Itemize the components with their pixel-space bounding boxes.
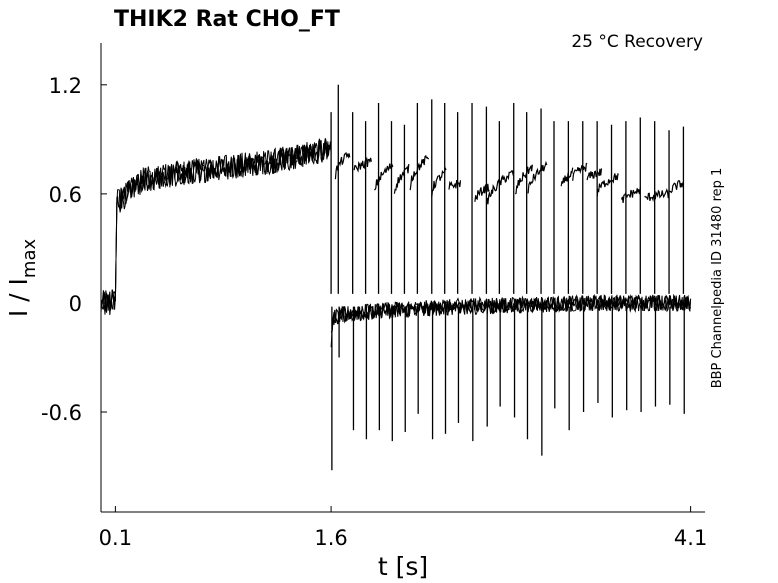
y-tick-label: 1.2: [49, 74, 82, 98]
y-axis-label: I / Imax: [4, 239, 40, 318]
recovery-segment: [668, 179, 684, 194]
plot-area: [100, 84, 692, 471]
recovery-segment: [586, 168, 603, 181]
series-trace: [100, 138, 332, 316]
recovery-segment: [527, 160, 548, 194]
recovery-segment: [514, 164, 533, 195]
series-trace: [330, 293, 692, 333]
series-trace: [330, 293, 692, 333]
recovery-segment: [485, 170, 515, 205]
recovery-segment: [334, 151, 351, 180]
recovery-segment: [474, 183, 490, 202]
recovery-segment: [560, 167, 574, 187]
y-axis-label-sub: max: [19, 239, 40, 279]
series-line: [100, 138, 332, 316]
x-ticks: 0.1 1.6 4.1: [99, 506, 707, 550]
recovery-segment: [393, 163, 410, 194]
y-tick-label: 0.6: [49, 183, 82, 207]
recovery-segment: [572, 162, 588, 181]
recovery-segment: [409, 154, 429, 191]
y-axis-label-main: I / I: [4, 278, 33, 317]
y-tick-label: -0.6: [41, 401, 82, 425]
recovery-segment: [431, 166, 447, 197]
y-ticks: 1.2 0.6 0 -0.6: [41, 74, 107, 425]
x-tick-label: 1.6: [314, 526, 347, 550]
x-axis-label: t [s]: [378, 552, 428, 581]
condition-label: 25 °C Recovery: [571, 32, 703, 52]
side-label: BBP Channelpedia ID 31480 rep 1: [710, 168, 725, 389]
recovery-segment: [596, 172, 620, 197]
recovery-segment: [374, 163, 394, 191]
recovery-segment: [353, 156, 372, 173]
x-tick-label: 0.1: [99, 526, 132, 550]
chart-title: THIK2 Rat CHO_FT: [114, 7, 340, 32]
pulse-series: [330, 84, 685, 471]
series-line: [330, 293, 692, 348]
recovery-segment: [448, 179, 462, 190]
y-tick-label: 0: [69, 292, 82, 316]
series-trace: [100, 138, 332, 315]
recovery-segment: [644, 188, 670, 203]
recovery-segment: [621, 187, 641, 203]
x-tick-label: 4.1: [674, 526, 707, 550]
